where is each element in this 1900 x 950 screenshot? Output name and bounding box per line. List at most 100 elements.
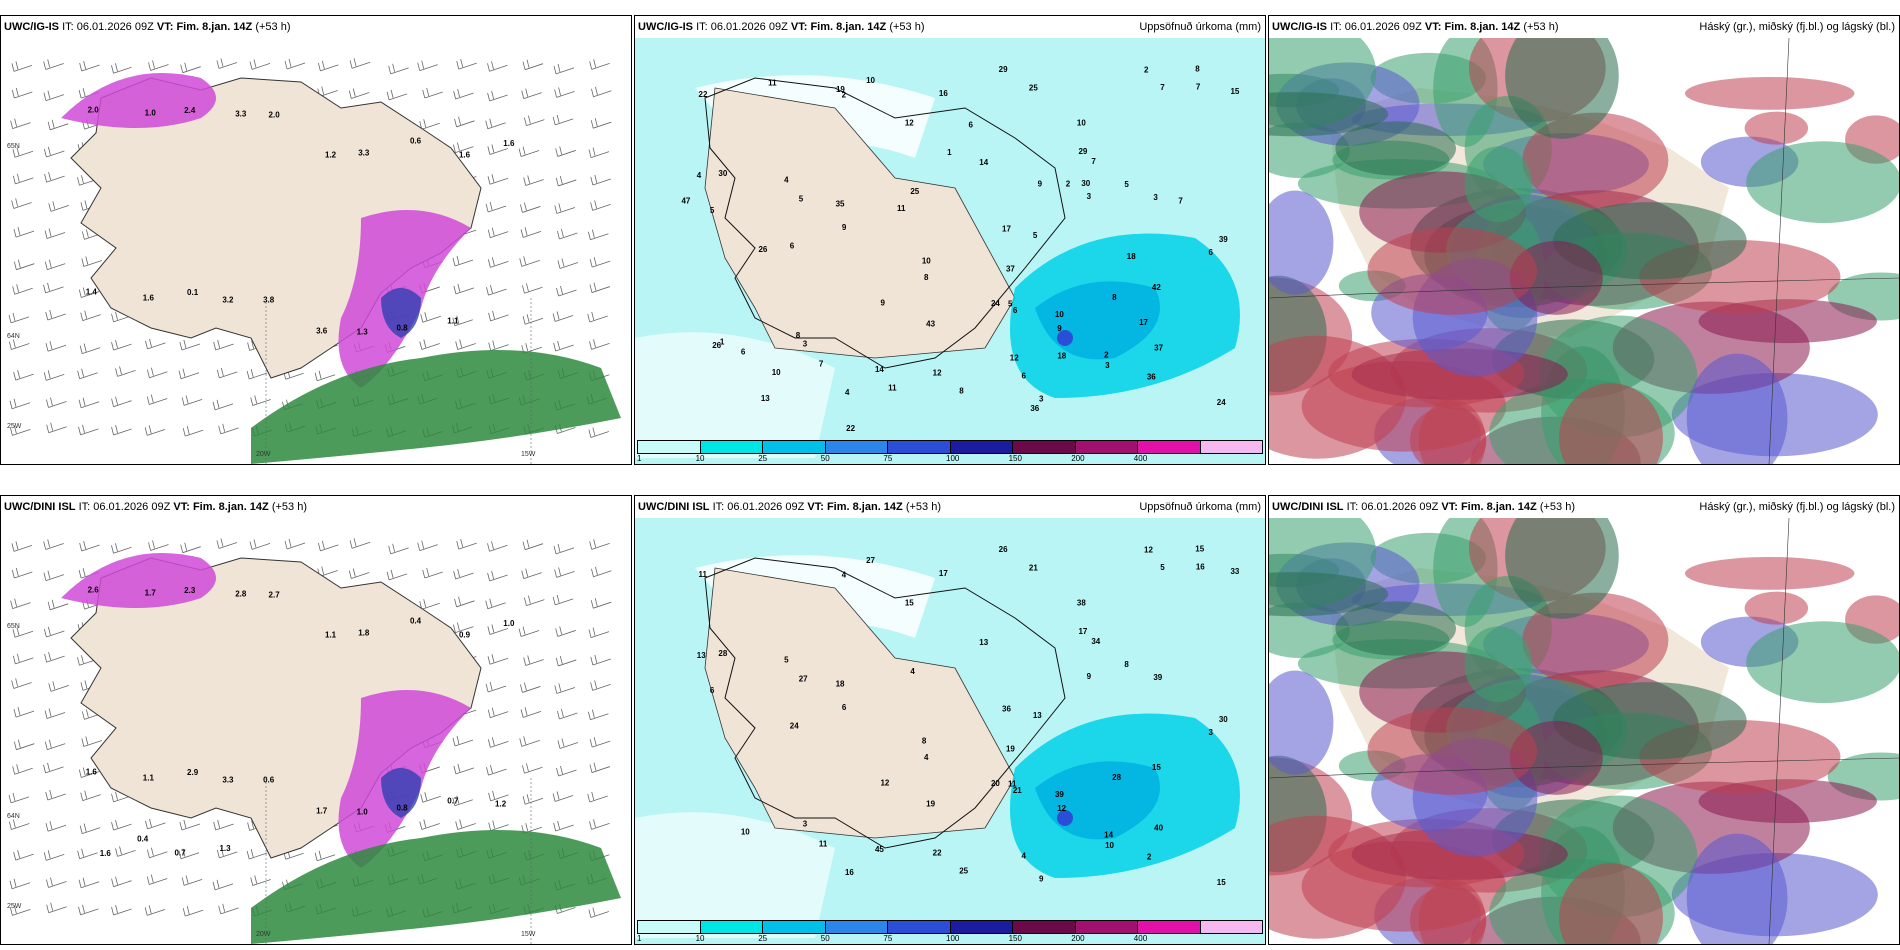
precip-value: 14 [875, 365, 884, 374]
precip-value: 6 [1209, 248, 1214, 257]
wind-barb [78, 904, 99, 916]
axis-label: 25W [7, 423, 22, 430]
wind-barb [9, 878, 31, 890]
precip-value: 6 [1022, 371, 1027, 380]
wind-barb [78, 767, 100, 778]
precip-value: 18 [1057, 352, 1066, 361]
precip-value: 37 [1154, 344, 1163, 353]
it-label: IT: [696, 21, 708, 33]
precip-value: 9 [880, 298, 885, 307]
precip-value: 9 [1039, 875, 1044, 884]
precip-value: 27 [866, 556, 875, 565]
wind-barb [13, 259, 35, 271]
wind-barb [115, 846, 136, 857]
snow-field [61, 553, 621, 944]
precip-value: 17 [1078, 627, 1087, 636]
wind-barb [519, 736, 540, 747]
precip-value: 26 [712, 341, 721, 350]
precip-value: 5 [784, 655, 789, 664]
model-name: UWC/DINI ISL [4, 501, 76, 513]
wind-barb [43, 59, 64, 70]
axis-label: 20W [256, 931, 271, 938]
wind-barb [519, 256, 540, 267]
precip-value: 15 [1217, 878, 1226, 887]
axis-label: 64N [7, 333, 20, 340]
cloud-blob [1744, 111, 1809, 145]
wind-barb [388, 543, 409, 555]
cloud-blob [1553, 202, 1747, 280]
lead-time: (+53 h) [889, 21, 925, 33]
wind-barb [10, 118, 31, 129]
cloud-blob [1269, 92, 1389, 137]
model-name: UWC/IG-IS [638, 21, 693, 33]
coastline [1269, 277, 1899, 299]
precip-value: 13 [697, 651, 706, 660]
colorbar-tick-label: 200 [1071, 934, 1085, 943]
wind-barb [11, 541, 33, 552]
precip-value: 7 [819, 360, 824, 369]
wind-barb [386, 569, 408, 581]
colorbar-tick-label: 150 [1008, 934, 1022, 943]
map-title: Háský (gr.), miðský (fj.bl.) og lágský (… [1699, 501, 1895, 513]
precip-value: 11 [1008, 780, 1017, 789]
coastline [1269, 757, 1899, 779]
wind-barb [79, 343, 101, 355]
cloud-blob [1558, 863, 1663, 944]
colorbar-tick-label: 400 [1133, 934, 1148, 943]
snow-depth-label: 0.4 [410, 616, 422, 625]
precip-value: 10 [1105, 841, 1114, 850]
snow-depth-label: 0.7 [447, 796, 459, 805]
precip-value: 18 [836, 680, 845, 689]
cloud-blob [1746, 141, 1899, 224]
wind-barb [453, 763, 475, 775]
precip-value: 24 [991, 299, 1000, 308]
wind-barb [485, 118, 506, 130]
wind-barb [11, 198, 32, 209]
colorbar-cell [1200, 441, 1262, 453]
wind-barb [419, 819, 440, 830]
wind-barb [553, 63, 575, 75]
wind-barb [9, 398, 31, 410]
snow-depth-label: 1.6 [86, 767, 98, 776]
precip-value: 5 [1008, 300, 1013, 309]
precip-value: 16 [1196, 562, 1205, 571]
wind-barb [386, 89, 408, 101]
wind-barb [520, 707, 542, 718]
wind-barb [487, 654, 509, 665]
precip-value: 9 [1087, 672, 1092, 681]
snow-depth-label: 1.6 [143, 293, 155, 302]
wind-barb [455, 339, 476, 350]
snow-depth-label: 1.2 [495, 799, 507, 808]
precip-value: 4 [910, 667, 915, 676]
snow-depth-label: 0.7 [174, 849, 186, 858]
precip-value: 19 [1006, 744, 1015, 753]
wind-barb [47, 599, 69, 611]
it-label: IT: [1330, 21, 1342, 33]
wind-barb [487, 624, 508, 635]
colorbar-cell [1013, 441, 1076, 453]
colorbar-tick-label: 50 [820, 934, 830, 943]
precip-value: 39 [1153, 673, 1162, 682]
wind-barb [454, 116, 475, 128]
wind-barb [9, 905, 31, 916]
precip-value: 3 [1209, 728, 1214, 737]
precip-value: 11 [888, 383, 897, 392]
wind-barb [589, 819, 610, 830]
colorbar-cell [888, 921, 951, 933]
wind-barb [181, 875, 203, 886]
snow-depth-label: 2.3 [184, 586, 196, 595]
panel-header: UWC/IG-IS IT: 06.01.2026 09Z VT: Fim. 8.… [635, 16, 1265, 38]
iceland-outline [704, 77, 1066, 369]
wind-barb [590, 200, 611, 211]
wind-barb [590, 118, 612, 129]
snow-depth-label: 3.3 [235, 110, 247, 119]
wind-barb [589, 282, 611, 293]
wind-barb [453, 142, 474, 154]
snow-depth-label: 2.6 [88, 585, 100, 594]
grid-line [1768, 518, 1790, 944]
precip-value: 22 [699, 90, 708, 99]
wind-barb [556, 765, 577, 777]
precip-value: 29 [999, 65, 1008, 74]
snow-depth-label: 2.9 [187, 768, 199, 777]
